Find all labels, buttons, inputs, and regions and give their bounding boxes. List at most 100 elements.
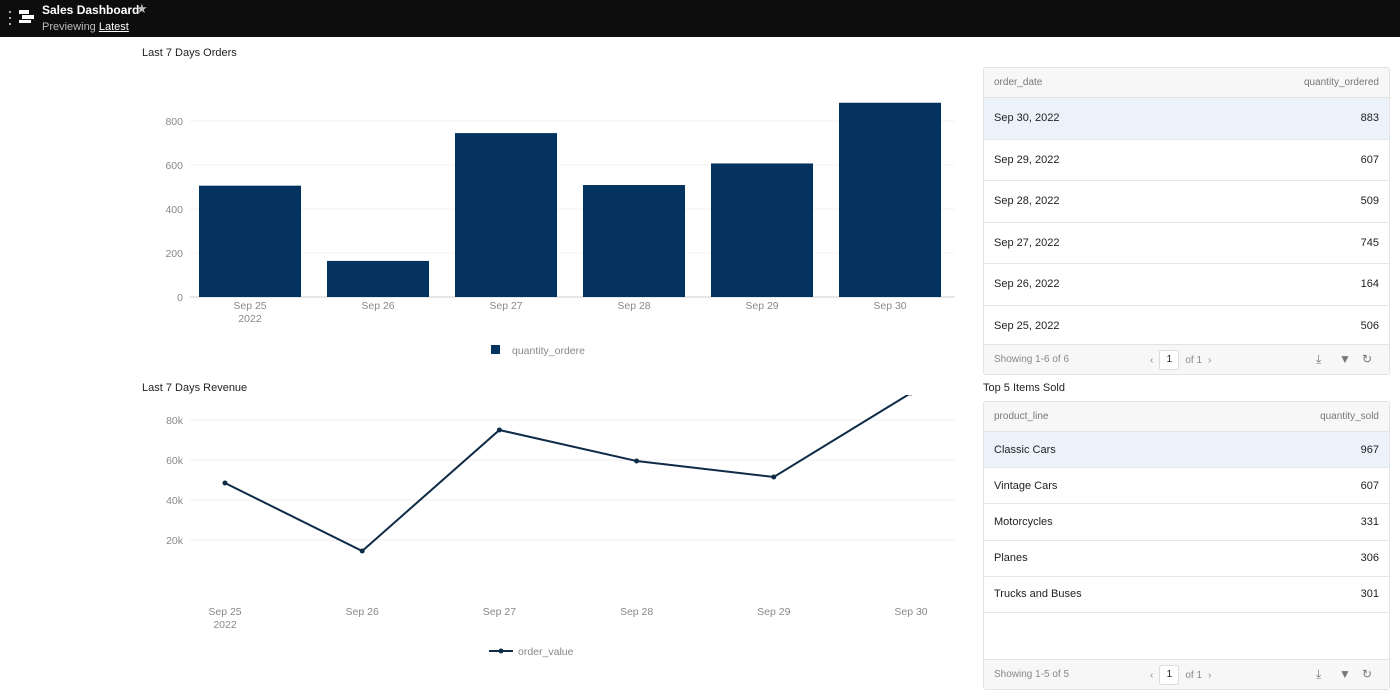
x-tick-label: Sep 26 <box>346 606 379 618</box>
table-row[interactable]: Sep 30, 2022 883 <box>984 98 1389 140</box>
x-tick-label: Sep 29 <box>745 300 778 312</box>
x-tick-label: Sep 28 <box>617 300 650 312</box>
bar <box>455 133 557 297</box>
page-total: of 1 <box>1185 669 1203 681</box>
x-tick-label: 2022 <box>213 619 237 631</box>
table-footer: Showing 1-6 of 6 ‹ 1 of 1 › ⤓ ▼ ↻ <box>984 344 1389 374</box>
top-bar: Sales Dashboard ★ Previewing Latest <box>0 0 1400 37</box>
x-tick-label: Sep 30 <box>873 300 906 312</box>
table-cell: Sep 30, 2022 <box>994 112 1060 125</box>
data-point <box>359 548 365 554</box>
legend-marker <box>498 648 504 654</box>
y-tick-label: 40k <box>166 495 184 507</box>
x-tick-label: Sep 27 <box>483 606 516 618</box>
previewing-label: Previewing <box>42 21 96 33</box>
x-tick-label: Sep 27 <box>489 300 522 312</box>
prev-page-icon[interactable]: ‹ <box>1150 354 1154 366</box>
bar <box>583 185 685 297</box>
column-header[interactable]: quantity_ordered <box>1303 77 1379 88</box>
y-tick-label: 800 <box>165 116 183 128</box>
table-cell: Sep 25, 2022 <box>994 319 1060 332</box>
table-row[interactable]: Sep 26, 2022 164 <box>984 264 1389 306</box>
bar <box>199 185 301 297</box>
table-row[interactable]: Motorcycles 331 <box>984 504 1389 541</box>
table-cell: 607 <box>1360 479 1379 492</box>
line-chart-title: Last 7 Days Revenue <box>142 382 248 394</box>
orders-table: order_date quantity_ordered Sep 30, 2022 8… <box>983 67 1390 375</box>
table-cell: Sep 27, 2022 <box>994 236 1060 249</box>
star-icon[interactable]: ★ <box>136 1 148 16</box>
table-cell: Sep 29, 2022 <box>994 153 1060 166</box>
page-input[interactable]: 1 <box>1159 350 1180 370</box>
next-page-icon[interactable]: › <box>1208 669 1212 681</box>
column-header[interactable]: order_date <box>994 77 1043 88</box>
table-cell: 509 <box>1360 195 1379 208</box>
y-tick-label: 0 <box>177 292 183 304</box>
table-row[interactable]: Vintage Cars 607 <box>984 468 1389 505</box>
prev-page-icon[interactable]: ‹ <box>1150 669 1154 681</box>
data-point <box>222 480 228 486</box>
next-page-icon[interactable]: › <box>1208 354 1212 366</box>
legend-label: order_value <box>518 646 574 658</box>
table-cell: Sep 28, 2022 <box>994 195 1060 208</box>
table-cell: 967 <box>1360 443 1379 456</box>
series-line <box>224 395 910 553</box>
refresh-icon[interactable]: ↻ <box>1362 352 1373 366</box>
table-cell: Planes <box>994 552 1028 565</box>
showing-count: Showing 1-6 of 6 <box>994 354 1070 365</box>
table-cell: Classic Cars <box>994 443 1056 456</box>
table-cell: 883 <box>1360 112 1379 125</box>
data-point <box>496 427 502 433</box>
download-icon[interactable]: ⤓ <box>1316 352 1322 366</box>
page-input[interactable]: 1 <box>1159 665 1180 685</box>
y-tick-label: 600 <box>165 160 183 172</box>
bar <box>327 260 429 297</box>
data-point <box>634 458 640 464</box>
x-tick-label: Sep 29 <box>757 606 790 618</box>
dashboard-logo-icon <box>19 10 34 23</box>
table-cell: Vintage Cars <box>994 479 1058 492</box>
table-cell: Motorcycles <box>994 515 1053 528</box>
x-tick-label: Sep 26 <box>361 300 394 312</box>
table-row[interactable]: Trucks and Buses 301 <box>984 577 1389 613</box>
y-tick-label: 400 <box>165 204 183 216</box>
table-row[interactable]: Classic Cars 967 <box>984 432 1389 469</box>
bar-chart-title: Last 7 Days Orders <box>142 47 237 59</box>
x-tick-label: Sep 25 <box>233 300 266 312</box>
table-row[interactable]: Sep 25, 2022 506 <box>984 306 1389 347</box>
x-tick-label: Sep 30 <box>894 606 927 618</box>
bar <box>711 163 813 297</box>
table-cell: 301 <box>1360 588 1379 601</box>
refresh-icon[interactable]: ↻ <box>1362 667 1373 681</box>
table-cell: 306 <box>1360 552 1379 565</box>
table-cell: Trucks and Buses <box>994 588 1082 601</box>
filter-icon[interactable]: ▼ <box>1339 352 1351 366</box>
table-cell: Sep 26, 2022 <box>994 278 1060 291</box>
y-tick-label: 20k <box>166 535 184 547</box>
table-row[interactable]: Planes 306 <box>984 541 1389 577</box>
column-header[interactable]: quantity_sold <box>1320 411 1379 422</box>
download-icon[interactable]: ⤓ <box>1316 667 1322 681</box>
legend-label: quantity_ordere <box>512 345 585 357</box>
filter-icon[interactable]: ▼ <box>1339 667 1351 681</box>
table-cell: 506 <box>1360 319 1379 332</box>
items-table: product_line quantity_sold Classic Cars 96… <box>983 401 1390 690</box>
version-link[interactable]: Latest <box>98 21 129 33</box>
data-point <box>771 474 777 480</box>
table-footer: Showing 1-5 of 5 ‹ 1 of 1 › ⤓ ▼ ↻ <box>984 659 1389 689</box>
bar <box>839 102 941 297</box>
table-row[interactable]: Sep 29, 2022 607 <box>984 140 1389 181</box>
showing-count: Showing 1-5 of 5 <box>994 669 1070 680</box>
table-row[interactable]: Sep 27, 2022 745 <box>984 223 1389 264</box>
table-row[interactable]: Sep 28, 2022 509 <box>984 181 1389 223</box>
more-vertical-icon[interactable] <box>9 11 12 25</box>
column-header[interactable]: product_line <box>994 411 1049 422</box>
items-table-title: Top 5 Items Sold <box>983 382 1065 394</box>
table-cell: 607 <box>1360 153 1379 166</box>
x-tick-label: Sep 25 <box>208 606 241 618</box>
y-tick-label: 60k <box>166 455 184 467</box>
legend-swatch <box>491 345 500 354</box>
dashboard-title: Sales Dashboard <box>42 3 140 17</box>
preview-status: Previewing Latest <box>42 21 129 33</box>
